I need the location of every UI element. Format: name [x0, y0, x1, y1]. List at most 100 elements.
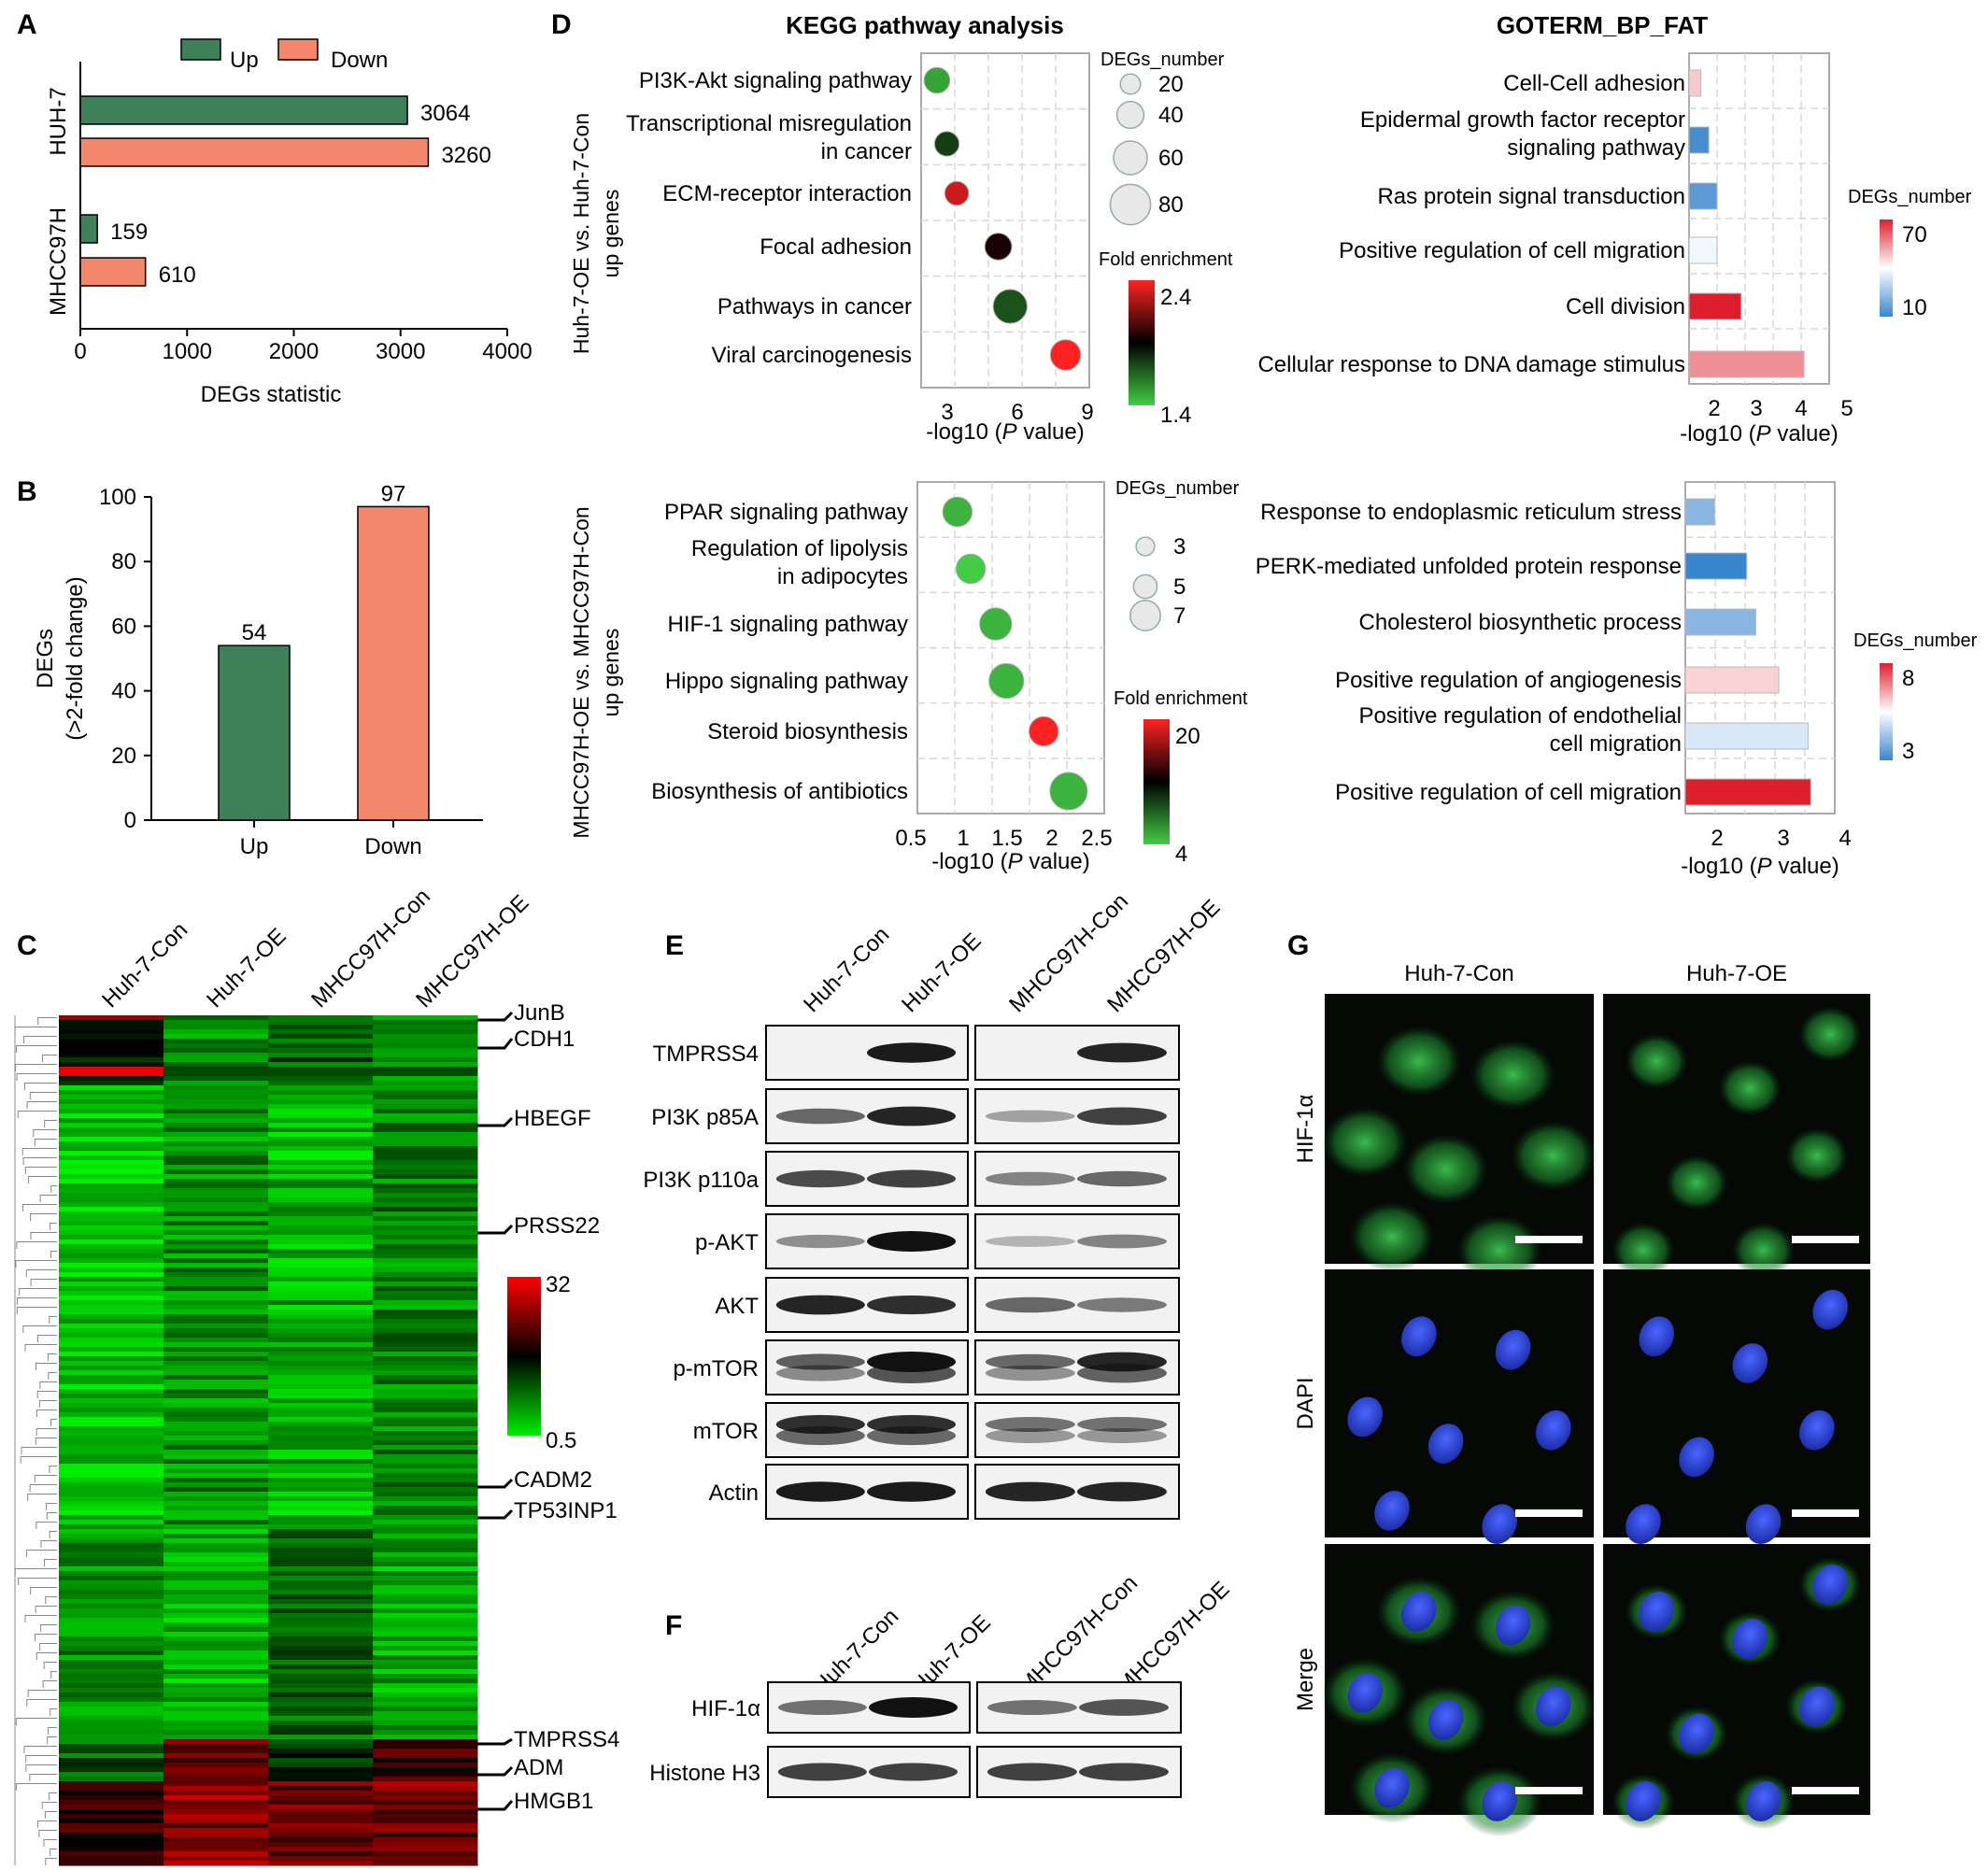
- heatmap-cell: [163, 1660, 269, 1665]
- heatmap-cell: [59, 1431, 164, 1437]
- heatmap-cell: [373, 1314, 478, 1320]
- heatmap-cell: [268, 1763, 374, 1768]
- gene-pointer: [477, 1737, 513, 1746]
- heatmap-cell: [373, 1851, 478, 1857]
- heatmap-cell: [268, 1730, 374, 1735]
- heatmap-cell: [59, 1636, 164, 1642]
- heatmap-cell: [373, 1636, 478, 1642]
- degs-min-label: 3: [1902, 739, 1914, 764]
- heatmap-cell: [163, 1183, 269, 1189]
- micrograph-hif1-2: [1603, 994, 1870, 1279]
- blot-band: [1077, 1428, 1167, 1443]
- heatmap-cell: [268, 1571, 374, 1577]
- kegg-bubble: [1049, 339, 1082, 371]
- heatmap-cell: [268, 1496, 374, 1502]
- x-tick-label: 0: [74, 339, 86, 364]
- dendrogram-branch: [30, 1587, 57, 1594]
- blot-row-label: Actin: [709, 1480, 759, 1506]
- bar-value-label: 54: [242, 620, 267, 645]
- heatmap-cell: [268, 1814, 374, 1820]
- heatmap-cell: [373, 1809, 478, 1815]
- heatmap-cell: [59, 1380, 164, 1385]
- heatmap-cell: [373, 1641, 478, 1647]
- dendrogram-branch: [49, 1792, 57, 1800]
- heatmap-cell: [59, 1020, 164, 1026]
- go-term-label: Ras protein signal transduction: [1377, 184, 1685, 209]
- heatmap-cell: [373, 1174, 478, 1180]
- scale-bar: [1792, 1787, 1859, 1794]
- heatmap-cell: [163, 1352, 269, 1357]
- heatmap-cell: [373, 1277, 478, 1282]
- dendrogram-branch: [23, 1746, 57, 1753]
- heatmap-cell: [373, 1758, 478, 1764]
- dapi-nucleus: [1347, 1396, 1383, 1438]
- blot-row-label: PI3K p110a: [643, 1168, 759, 1193]
- degs-max-label: 8: [1902, 666, 1914, 691]
- hif1a-stain: [1456, 1214, 1543, 1286]
- heatmap-cell: [59, 1207, 164, 1212]
- heatmap-cell: [59, 1221, 164, 1226]
- heatmap-cell: [59, 1193, 164, 1198]
- heatmap-cell: [163, 1679, 269, 1684]
- heatmap-cell: [163, 1749, 269, 1754]
- dendrogram-branch: [36, 1363, 57, 1370]
- heatmap-cell: [163, 1618, 269, 1623]
- heatmap-cell: [268, 1604, 374, 1609]
- heatmap-cell: [163, 1015, 269, 1021]
- heatmap-cell: [373, 1300, 478, 1306]
- heatmap-cell: [268, 1193, 374, 1198]
- heatmap-cell: [59, 1113, 164, 1119]
- heatmap-cell: [163, 1473, 269, 1479]
- heatmap-cell: [268, 1408, 374, 1413]
- gene-label: ADM: [514, 1755, 563, 1780]
- dapi-nucleus: [1482, 1781, 1517, 1821]
- heatmap-cell: [59, 1473, 164, 1479]
- comparison-label-1: Huh-7-OE vs. Huh-7-Con: [569, 113, 593, 354]
- heatmap-cell: [373, 1221, 478, 1226]
- size-legend-circle: [1129, 600, 1161, 631]
- heatmap-cell: [268, 1744, 374, 1750]
- heatmap-cell: [59, 1314, 164, 1320]
- hif1a-stain: [1625, 1033, 1689, 1090]
- heatmap-cell: [163, 1819, 269, 1824]
- heatmap-cell: [163, 1043, 269, 1049]
- blot-band: [867, 1042, 957, 1063]
- heatmap-cell: [59, 1707, 164, 1712]
- heatmap-cell: [268, 1240, 374, 1245]
- dendrogram-branch: [30, 1232, 57, 1240]
- heatmap-cell: [268, 1721, 374, 1726]
- go-bar: [1688, 236, 1718, 264]
- heatmap-cell: [268, 1669, 374, 1675]
- heatmap-cell: [163, 1833, 269, 1838]
- heatmap-cell: [373, 1833, 478, 1838]
- heatmap-cell: [268, 1067, 374, 1072]
- heatmap-cell: [59, 1805, 164, 1810]
- heatmap-cell: [268, 1127, 374, 1133]
- heatmap-cell: [59, 1034, 164, 1040]
- gene-pointer: [477, 1765, 514, 1777]
- x-tick-label: 2.5: [1081, 826, 1112, 851]
- heatmap-cell: [59, 1384, 164, 1390]
- heatmap-cell: [373, 1249, 478, 1254]
- dendrogram-branch: [30, 1213, 57, 1221]
- heatmap-cell: [373, 1571, 478, 1577]
- dapi-nucleus: [1427, 1424, 1464, 1464]
- plot-frame: [1688, 52, 1830, 385]
- heatmap-cell: [59, 1856, 164, 1862]
- heatmap-cell: [163, 1693, 269, 1698]
- heatmap-cell: [163, 1141, 269, 1147]
- fold-min-label: 1.4: [1160, 403, 1191, 428]
- heatmap-cell: [163, 1814, 269, 1820]
- heatmap-cell: [163, 1735, 269, 1740]
- heatmap-cell: [373, 1524, 478, 1530]
- size-legend-title: DEGs_number: [1100, 50, 1225, 70]
- heatmap-cell: [59, 1660, 164, 1665]
- micrograph-dapi-1: [1325, 1269, 1594, 1544]
- heatmap-cell: [163, 1025, 269, 1030]
- heatmap-cell: [59, 1576, 164, 1581]
- heatmap-cell: [268, 1132, 374, 1138]
- heatmap-cell: [163, 1286, 269, 1292]
- kegg-bubble: [942, 496, 973, 528]
- heatmap-cell: [59, 1641, 164, 1647]
- heatmap-cell: [163, 1646, 269, 1651]
